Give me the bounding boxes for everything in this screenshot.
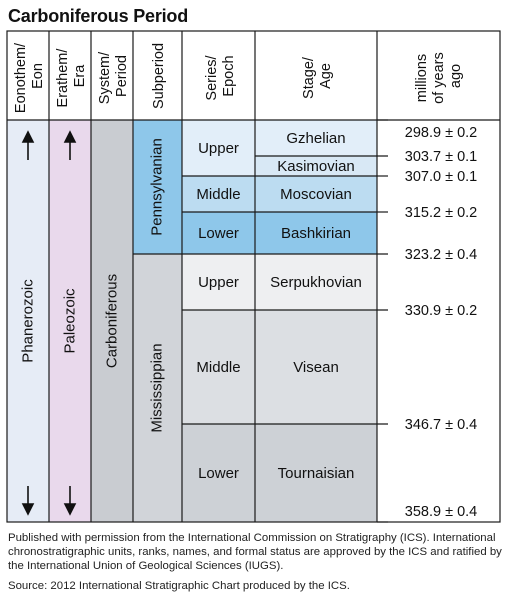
stage-label: Moscovian <box>280 186 352 203</box>
series-middle-miss-cell <box>182 310 255 424</box>
series-label: Middle <box>196 186 240 203</box>
period-chart: Eonothem/ Eon Erathem/ Era System/ Perio… <box>6 30 501 523</box>
series-lower-penn-cell <box>182 212 255 254</box>
stage-bashkirian-cell <box>255 212 377 254</box>
eon-down-arrow <box>21 486 35 516</box>
stage-kasimovian-cell <box>255 156 377 176</box>
series-upper-penn-cell <box>182 120 255 176</box>
stage-serpukhovian-cell <box>255 254 377 310</box>
header-eon: Eonothem/ Eon <box>13 39 46 113</box>
stage-label: Kasimovian <box>277 158 355 175</box>
page-title: Carboniferous Period <box>8 6 189 26</box>
age-value: 307.0 ± 0.1 <box>405 169 477 185</box>
series-label: Upper <box>198 140 239 157</box>
stage-label: Bashkirian <box>281 225 351 242</box>
stage-label: Gzhelian <box>286 130 345 147</box>
stage-visean-cell <box>255 310 377 424</box>
stage-label: Serpukhovian <box>270 274 362 291</box>
system-label: Carboniferous <box>104 274 121 368</box>
table-border <box>6 30 501 523</box>
age-value: 358.9 ± 0.4 <box>405 504 477 520</box>
stage-moscovian-cell <box>255 176 377 212</box>
mississippian-cell <box>133 254 182 522</box>
header-subperiod: Subperiod <box>151 43 167 109</box>
subperiod-label-pennsylvanian: Pennsylvanian <box>149 138 166 236</box>
era-label: Paleozoic <box>62 288 79 354</box>
series-label: Lower <box>198 225 239 242</box>
source-note: Source: 2012 International Stratigraphic… <box>8 580 350 592</box>
stage-label: Visean <box>293 359 339 376</box>
age-value: 298.9 ± 0.2 <box>405 125 477 141</box>
eon-label: Phanerozoic <box>20 279 37 363</box>
era-up-arrow <box>63 130 77 160</box>
stage-label: Tournaisian <box>278 465 355 482</box>
permission-footnote: Published with permission from the Inter… <box>8 532 502 572</box>
subperiod-label-mississippian: Mississippian <box>149 343 166 432</box>
header-mya: millions of years ago <box>414 48 464 104</box>
age-value: 323.2 ± 0.4 <box>405 247 477 263</box>
header-series: Series/ Epoch <box>204 51 237 100</box>
header-era: Erathem/ Era <box>55 45 88 108</box>
eon-up-arrow <box>21 130 35 160</box>
series-label: Lower <box>198 465 239 482</box>
stage-tournaisian-cell <box>255 424 377 522</box>
pennsylvanian-cell <box>133 120 182 254</box>
era-down-arrow <box>63 486 77 516</box>
stage-gzhelian-cell <box>255 120 377 156</box>
era-column <box>49 120 91 522</box>
series-upper-miss-cell <box>182 254 255 310</box>
series-label: Upper <box>198 274 239 291</box>
series-middle-penn-cell <box>182 176 255 212</box>
header-system: System/ Period <box>97 48 130 104</box>
series-label: Middle <box>196 359 240 376</box>
age-value: 303.7 ± 0.1 <box>405 149 477 165</box>
age-value: 330.9 ± 0.2 <box>405 303 477 319</box>
series-lower-miss-cell <box>182 424 255 522</box>
age-value: 346.7 ± 0.4 <box>405 417 477 433</box>
age-value: 315.2 ± 0.2 <box>405 205 477 221</box>
system-column <box>91 120 133 522</box>
header-stage: Stage/ Age <box>301 53 334 99</box>
eon-column <box>7 120 49 522</box>
